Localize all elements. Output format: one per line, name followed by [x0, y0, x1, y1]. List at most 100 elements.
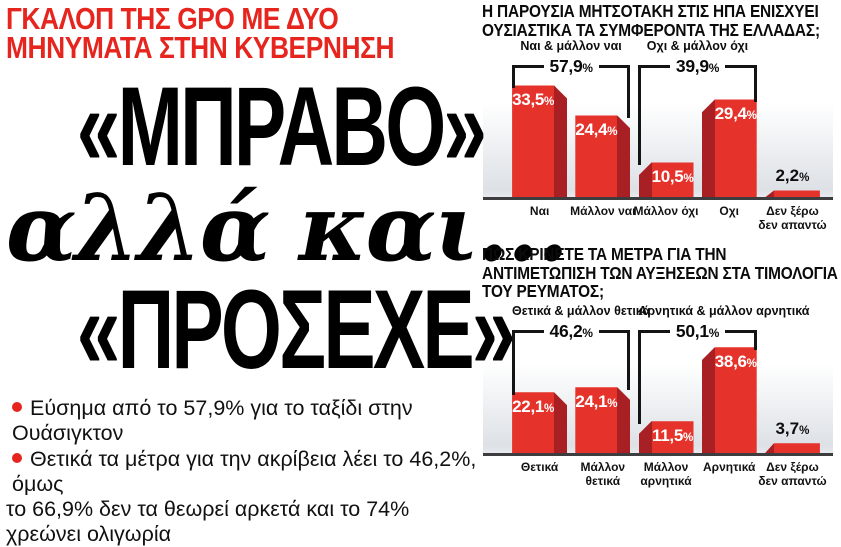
bar: 22,1%: [512, 392, 567, 453]
bar-value-label: 29,4%: [714, 104, 757, 124]
chart-electricity-measures-poll: ΠΩΣ ΚΡΙΝΕΤΕ ΤΑ ΜΕΤΡΑ ΓΙΑ ΤΗΝ ΑΝΤΙΜΕΤΩΠΙΣ…: [482, 245, 839, 489]
bullet-dot-icon: [12, 402, 22, 413]
kicker-line-2: ΜΗΝΥΜΑΤΑ ΣΤΗΝ ΚΥΒΕΡΝΗΣΗ: [6, 30, 395, 66]
bar: 33,5%: [512, 85, 567, 197]
percent-sign: %: [607, 126, 618, 139]
kicker-headline: ΓΚΑΛΟΠ ΤΗΣ GPO ΜΕ ΔΥΟ ΜΗΝΥΜΑΤΑ ΣΤΗΝ ΚΥΒΕ…: [6, 1, 407, 66]
category-label: Μάλλον όχι: [633, 204, 699, 219]
group-bracket: Οχι & μάλλον όχι 39,9%: [638, 39, 757, 166]
bullet-text: Εύσημα από το 57,9% για το ταξίδι στην Ο…: [12, 396, 413, 446]
group-value-label: 46,2%: [549, 321, 593, 342]
bar: 24,1%: [575, 387, 630, 453]
bracket-line: 50,1%: [638, 321, 757, 425]
percent-sign: %: [683, 173, 694, 186]
bar-column: 11,5%: [634, 421, 697, 454]
group-bracket: Αρνητικά & μάλλον αρνητικά 50,1%: [638, 304, 810, 425]
bar: 11,5%: [638, 421, 694, 454]
bar-column: 3,7%: [761, 419, 824, 454]
group-value-label: 50,1%: [675, 321, 720, 342]
headline-line-3: «ΠΡΟΣΕΧΕ»: [76, 267, 516, 393]
percent-sign: %: [746, 358, 757, 371]
bar-value-label: 24,1%: [575, 392, 618, 412]
bracket-segment: [638, 330, 670, 334]
group-label: Θετικά & μάλλον θετικά: [512, 304, 651, 319]
bar: 10,5%: [638, 162, 694, 198]
category-label: Οχι: [719, 204, 739, 219]
main-headline: «ΜΠΡΑΒΟ» αλλά και... «ΠΡΟΣΕΧΕ»: [6, 64, 569, 393]
category-label: Θετικά: [520, 460, 559, 475]
bar-value-label: 33,5%: [512, 90, 555, 110]
bar-value-label: 24,4%: [575, 120, 618, 140]
bracket-left-drop: [638, 65, 642, 166]
category-label: Δεν ξέρω δεν απαντώ: [758, 460, 827, 488]
percent-sign: %: [544, 96, 555, 109]
bullet-continuation-line: το 66,9% δεν τα θεωρεί αρκετά και το 74%…: [6, 497, 478, 547]
group-value-label: 39,9%: [675, 56, 720, 77]
percent-sign: %: [607, 398, 618, 411]
left-column: ΓΚΑΛΟΠ ΤΗΣ GPO ΜΕ ΔΥΟ ΜΗΝΥΜΑΤΑ ΣΤΗΝ ΚΥΒΕ…: [6, 1, 569, 547]
chart-title: ΠΩΣ ΚΡΙΝΕΤΕ ΤΑ ΜΕΤΡΑ ΓΙΑ ΤΗΝ ΑΝΤΙΜΕΤΩΠΙΣ…: [482, 244, 838, 302]
bracket-left-drop: [638, 330, 642, 425]
bracket-left-drop: [512, 65, 515, 89]
headline-line-1: «ΜΠΡΑΒΟ»: [76, 64, 487, 190]
group-bracket: Ναι & μάλλον ναι 57,9%: [512, 39, 631, 119]
bullet-line: Θετικά τα μέτρα για την ακρίβεια λέει το…: [6, 447, 478, 497]
bar-column: 24,1%: [571, 387, 634, 453]
percent-sign: %: [544, 403, 555, 416]
chart-plot-area: 33,5% 24,4% 10,5% 29,4% 2,2% Ναι & μάλλον να…: [483, 39, 833, 198]
percent-sign: %: [582, 326, 593, 341]
bracket-line: 46,2%: [512, 321, 631, 396]
chart-groups: Θετικά & μάλλον θετικά 46,2% Αρνητικά & μά…: [508, 304, 824, 453]
bracket-segment: [725, 330, 757, 334]
headline-line-2: αλλά και...: [6, 173, 569, 282]
chart-plot: 33,5% 24,4% 10,5% 29,4% 2,2%: [508, 85, 824, 198]
bracket-right-drop: [753, 330, 757, 351]
bullet-text: Θετικά τα μέτρα για την ακρίβεια λέει το…: [12, 446, 477, 496]
category-label: Αρνητικά: [702, 460, 756, 475]
bar: [764, 443, 820, 454]
chart-plot-area: 22,1% 24,1% 11,5% 38,6% 3,7% Θετικά & μάλλον…: [483, 304, 833, 454]
bar: 38,6%: [701, 347, 757, 454]
bracket-right-drop: [627, 330, 631, 391]
bar-value-label: 2,2%: [775, 166, 810, 186]
bar-value-label: 3,7%: [775, 419, 810, 439]
bar-column: 24,4%: [571, 115, 634, 197]
percent-sign: %: [708, 61, 720, 76]
bar-column: 22,1%: [508, 392, 571, 453]
bar: [764, 190, 820, 198]
bracket-segment: [725, 65, 757, 69]
group-value-label: 57,9%: [549, 56, 593, 77]
bar: 29,4%: [701, 99, 757, 198]
bar: 24,4%: [575, 115, 630, 197]
kicker-line-1: ΓΚΑΛΟΠ ΤΗΣ GPO ΜΕ ΔΥΟ: [6, 1, 339, 36]
group-label: Αρνητικά & μάλλον αρνητικά: [638, 304, 810, 319]
bracket-segment: [638, 65, 670, 69]
bracket-right-drop: [627, 65, 631, 119]
chart-mitsotakis-usa-poll: Η ΠΑΡΟΥΣΙΑ ΜΗΤΣΟΤΑΚΗ ΣΤΙΣ ΗΠΑ ΕΝΙΣΧΥΕΙ Ο…: [482, 2, 839, 233]
percent-sign: %: [746, 110, 757, 123]
bullet-line: Εύσημα από το 57,9% για το ταξίδι στην Ο…: [6, 396, 478, 446]
chart-categories: Θετικά Μάλλον θετικά Μάλλον αρνητικά Αρνητι…: [508, 460, 827, 489]
chart-categories: Ναι Μάλλον ναι Μάλλον όχι Οχι Δεν ξέρω δεν α…: [508, 204, 827, 233]
bar-column: 33,5%: [508, 85, 571, 197]
bar-value-label: 11,5%: [652, 426, 693, 446]
bar-value-label: 38,6%: [714, 352, 757, 372]
group-label: Ναι & μάλλον ναι: [520, 39, 622, 54]
bar-column: 2,2%: [761, 166, 824, 198]
category-label: Ναι: [529, 204, 550, 219]
group-bracket: Θετικά & μάλλον θετικά 46,2%: [512, 304, 651, 396]
charts-column: Η ΠΑΡΟΥΣΙΑ ΜΗΤΣΟΤΑΚΗ ΣΤΙΣ ΗΠΑ ΕΝΙΣΧΥΕΙ Ο…: [482, 2, 839, 489]
bar-column: 38,6%: [698, 347, 761, 454]
bracket-segment: [598, 65, 631, 69]
bar-column: 29,4%: [698, 99, 761, 198]
bracket-segment: [512, 330, 544, 334]
chart-plot: 22,1% 24,1% 11,5% 38,6% 3,7%: [508, 347, 824, 454]
newspaper-front-page: { "page": { "kicker_lines": ["ΓΚΑΛΟΠ ΤΗΣ…: [6, 1, 838, 546]
bar-value-label: 10,5%: [651, 167, 694, 187]
bracket-right-drop: [753, 65, 757, 103]
percent-sign: %: [799, 172, 810, 185]
summary-bullets: Εύσημα από το 57,9% για το ταξίδι στην Ο…: [6, 396, 478, 547]
bracket-segment: [598, 330, 631, 334]
chart-title: Η ΠΑΡΟΥΣΙΑ ΜΗΤΣΟΤΑΚΗ ΣΤΙΣ ΗΠΑ ΕΝΙΣΧΥΕΙ Ο…: [482, 1, 820, 40]
bracket-line: 57,9%: [512, 56, 631, 119]
